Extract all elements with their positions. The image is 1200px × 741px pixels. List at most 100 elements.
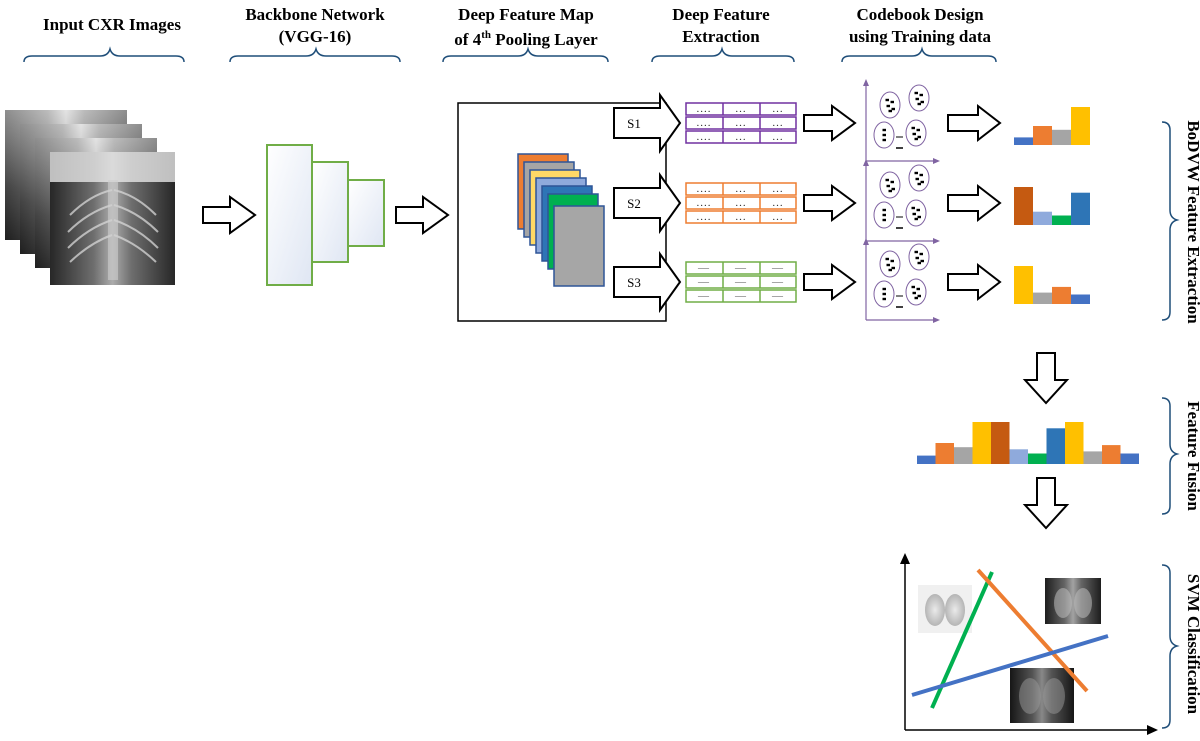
cluster-point <box>920 180 924 184</box>
arrow-right-icon <box>803 184 857 222</box>
svg-text:Codebook Design: Codebook Design <box>856 5 984 24</box>
cluster-point <box>916 208 920 212</box>
cluster-point <box>890 259 894 263</box>
cell-text: ... <box>735 197 746 209</box>
cluster-point <box>885 178 889 182</box>
arrow-right-icon <box>803 104 857 142</box>
cluster-point <box>917 102 921 106</box>
arrow-down-icon <box>1022 477 1070 530</box>
header-input: Input CXR Images <box>23 15 185 63</box>
fused-histogram-bar <box>1102 445 1121 464</box>
codebook-cluster <box>873 121 895 149</box>
cluster-point <box>891 187 895 191</box>
cluster-point <box>890 100 894 104</box>
svg-text:Extraction: Extraction <box>682 27 760 46</box>
fused-histogram-bar <box>954 447 973 464</box>
cluster-point <box>915 97 919 101</box>
cluster-point <box>911 206 915 210</box>
cluster-point <box>886 184 890 188</box>
histogram-bar <box>1033 292 1052 304</box>
codebook-cluster <box>908 164 930 192</box>
feature-row: .......... <box>685 182 797 196</box>
stream-s1: S1.............................. <box>613 79 1090 164</box>
cluster-point <box>912 291 916 295</box>
fused-histogram-bar <box>991 422 1010 464</box>
cell-text: ... <box>735 117 746 129</box>
cell-text: ... <box>772 197 783 209</box>
svg-text:Backbone Network: Backbone Network <box>245 5 385 24</box>
cluster-point <box>919 173 923 177</box>
histogram-bar <box>1071 294 1090 304</box>
cell-text: .... <box>697 183 712 195</box>
codebook-cluster <box>908 243 930 271</box>
cluster-point <box>914 296 918 300</box>
cell-text: ... <box>772 103 783 115</box>
cxr-image-stack <box>5 110 175 285</box>
cluster-point <box>917 215 921 219</box>
cluster-point <box>882 287 886 291</box>
codebook-cluster <box>873 280 895 308</box>
cluster-point <box>882 213 886 217</box>
stream-s2: S2.............................. <box>613 159 1090 244</box>
cluster-point <box>917 261 921 265</box>
stream-label: S1 <box>627 116 641 131</box>
cluster-point <box>915 177 919 181</box>
arrow-right-icon <box>202 195 257 235</box>
cluster-point <box>917 294 921 298</box>
cell-text: — <box>734 262 747 274</box>
cluster-point <box>891 266 895 270</box>
cluster-point <box>914 217 918 221</box>
cluster-point <box>912 212 916 216</box>
stream-label: S3 <box>627 275 641 290</box>
arrow-down-icon <box>1022 352 1070 405</box>
arrow-right-icon <box>613 171 682 235</box>
histogram-bar <box>1014 137 1033 145</box>
feature-vector <box>685 196 797 210</box>
side-label-fusion: Feature Fusion <box>1161 397 1200 515</box>
svg-text:Deep Feature: Deep Feature <box>672 5 770 24</box>
codebook-cluster <box>879 91 901 119</box>
arrow-right-icon <box>947 262 1002 302</box>
header-feature-map: Deep Feature Map of 4th Pooling Layer <box>442 5 609 63</box>
svg-text:Input CXR Images: Input CXR Images <box>43 15 181 34</box>
cluster-point <box>920 259 924 263</box>
svg-text:(VGG-16): (VGG-16) <box>279 27 352 46</box>
cluster-point <box>915 256 919 260</box>
svg-text:BoDVW Feature Extraction: BoDVW Feature Extraction <box>1184 120 1200 324</box>
side-label-bodvw: BoDVW Feature Extraction <box>1161 120 1200 324</box>
feature-vector <box>685 182 797 196</box>
header-extraction: Deep Feature Extraction <box>651 5 795 63</box>
cell-text: — <box>734 276 747 288</box>
histogram-bar <box>1052 286 1071 304</box>
histogram-bar <box>1052 215 1071 225</box>
fused-histogram-bar <box>1009 449 1028 464</box>
codebook-axis-arrow <box>863 238 869 245</box>
cluster-point <box>888 189 892 193</box>
cluster-point <box>888 268 892 272</box>
cell-text: — <box>697 290 710 302</box>
codebook-axis-arrow <box>933 317 940 323</box>
xray-thumbnail <box>1045 578 1101 624</box>
cell-text: .... <box>697 103 712 115</box>
xray-thumbnail <box>918 585 972 633</box>
histogram-bar <box>1052 129 1071 145</box>
feature-row: .......... <box>685 102 797 116</box>
codebook-cluster <box>879 250 901 278</box>
cell-text: — <box>734 290 747 302</box>
cluster-point <box>920 100 924 104</box>
codebook-axis-arrow <box>863 79 869 86</box>
histogram-bar <box>1014 187 1033 225</box>
cell-text: — <box>697 276 710 288</box>
cluster-point <box>885 98 889 102</box>
cluster-point <box>911 285 915 289</box>
fused-histogram-bar <box>935 443 954 464</box>
fused-histogram-bar <box>1028 453 1047 464</box>
feature-vector <box>685 289 797 303</box>
xray-thumbnail <box>1010 668 1074 723</box>
cluster-point <box>919 252 923 256</box>
feature-row: .......... <box>685 210 797 224</box>
cluster-point <box>890 180 894 184</box>
cell-text: ... <box>735 183 746 195</box>
feature-row: .......... <box>685 130 797 144</box>
